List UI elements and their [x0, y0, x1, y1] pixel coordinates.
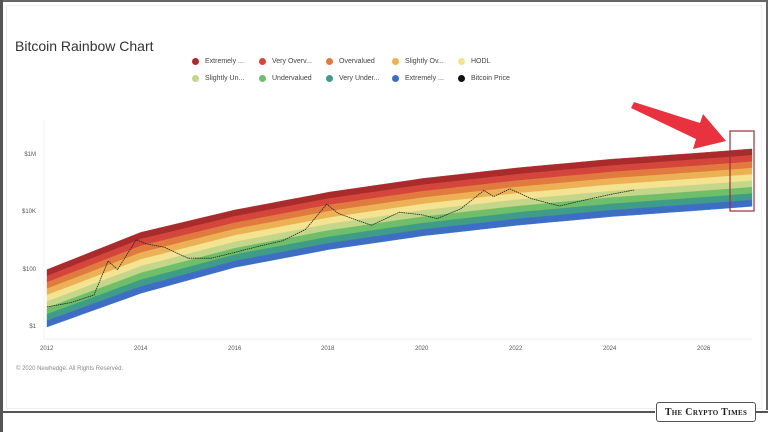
rainbow-bands — [46, 148, 753, 328]
y-tick-1: $1 — [29, 324, 36, 330]
legend-dot-icon — [326, 58, 333, 65]
frame-right-border — [766, 0, 768, 410]
legend-dot-icon — [192, 58, 199, 65]
watermark-logo: The Crypto Times — [656, 402, 756, 422]
x-tick-2014: 2014 — [134, 346, 148, 352]
legend-label: Undervalued — [272, 75, 312, 82]
chart-title: Bitcoin Rainbow Chart — [15, 38, 154, 54]
red-arrow-icon — [631, 102, 726, 149]
chart-card — [6, 5, 762, 409]
x-tick-2018: 2018 — [321, 346, 335, 352]
frame-top-border — [0, 0, 768, 2]
y-tick-100: $100 — [22, 267, 36, 273]
bitcoin-price-line — [46, 188, 635, 308]
legend-dot-icon — [326, 75, 333, 82]
legend-item-bitcoin-price[interactable]: Bitcoin Price — [458, 75, 510, 82]
footer-divider — [0, 411, 655, 413]
x-tick-2012: 2012 — [40, 346, 54, 352]
band-extremely-undervalued — [46, 199, 753, 328]
x-tick-2024: 2024 — [603, 346, 617, 352]
legend-label: Bitcoin Price — [471, 75, 510, 82]
legend-item-overvalued[interactable]: Overvalued — [326, 58, 375, 65]
legend-label: Very Overv... — [272, 58, 312, 65]
legend-label: Slightly Ov... — [405, 58, 444, 65]
legend-item-very-overvalued[interactable]: Very Overv... — [259, 58, 312, 65]
highlight-box — [729, 130, 755, 212]
x-tick-2020: 2020 — [415, 346, 429, 352]
legend-dot-icon — [192, 75, 199, 82]
y-tick-10k: $10K — [21, 209, 36, 215]
x-tick-2026: 2026 — [697, 346, 711, 352]
legend-item-undervalued[interactable]: Undervalued — [259, 75, 312, 82]
legend-item-slightly-overvalued[interactable]: Slightly Ov... — [392, 58, 444, 65]
copyright-text: © 2020 Newhedge. All Rights Reserved. — [16, 366, 124, 372]
legend-item-slightly-undervalued[interactable]: Slightly Un... — [192, 75, 244, 82]
legend-label: HODL — [471, 58, 491, 65]
legend-label: Extremely ... — [405, 75, 444, 82]
legend-label: Overvalued — [339, 58, 375, 65]
y-tick-1m: $1M — [24, 152, 36, 158]
legend-item-extremely-undervalued[interactable]: Extremely ... — [392, 75, 444, 82]
frame-left-border — [0, 0, 3, 432]
legend-dot-icon — [259, 58, 266, 65]
x-tick-2016: 2016 — [228, 346, 242, 352]
legend-item-hodl[interactable]: HODL — [458, 58, 490, 65]
legend-dot-icon — [392, 58, 399, 65]
legend-item-extremely-overvalued[interactable]: Extremely ... — [192, 58, 244, 65]
legend-label: Slightly Un... — [205, 75, 245, 82]
legend-dot-icon — [259, 75, 266, 82]
legend-label: Very Under... — [339, 75, 380, 82]
legend-dot-icon — [458, 75, 465, 82]
legend-label: Extremely ... — [205, 58, 244, 65]
legend-dot-icon — [392, 75, 399, 82]
x-tick-2022: 2022 — [509, 346, 523, 352]
legend-dot-icon — [458, 58, 465, 65]
legend-item-very-undervalued[interactable]: Very Under... — [326, 75, 379, 82]
